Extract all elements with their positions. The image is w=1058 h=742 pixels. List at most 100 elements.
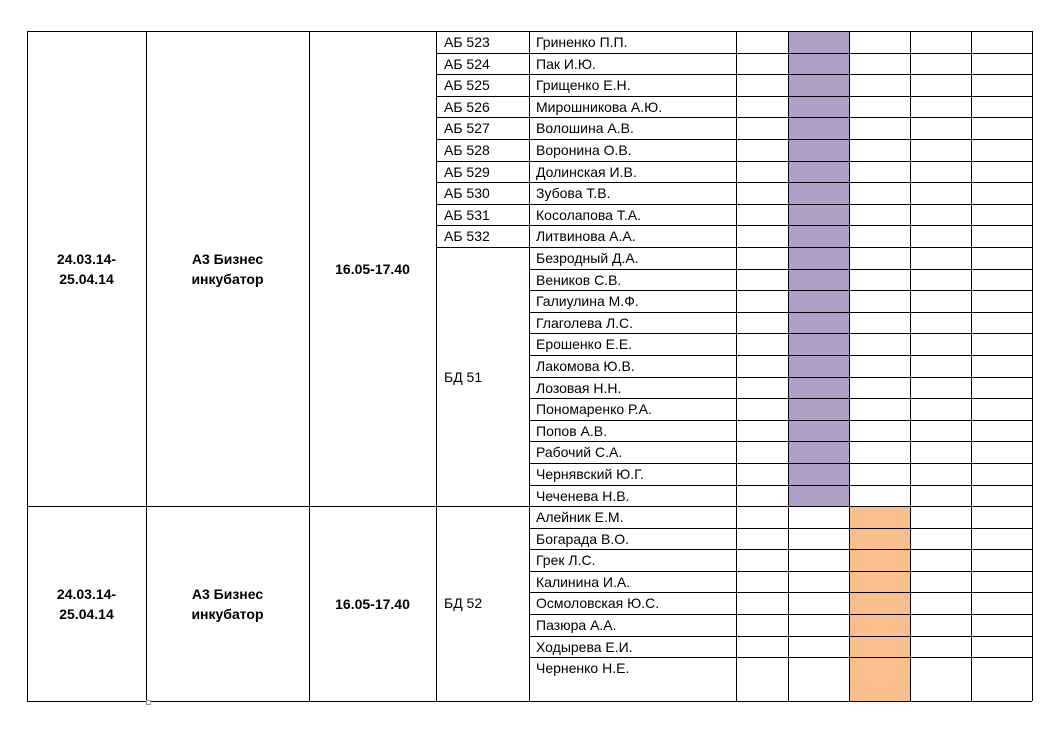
date-range-cell-line: 25.04.14 bbox=[59, 605, 114, 622]
row-divider bbox=[529, 52, 1032, 54]
column-divider bbox=[309, 506, 310, 701]
student-name: Черненко Н.Е. bbox=[536, 660, 630, 677]
row-divider bbox=[529, 398, 1032, 400]
column-divider bbox=[529, 31, 530, 506]
group-label: БД 51 bbox=[444, 368, 483, 385]
date-range-cell: 24.03.14- 25.04.14 bbox=[27, 506, 146, 701]
student-name: Лакомова Ю.В. bbox=[536, 358, 635, 374]
group-label: АБ 525 bbox=[444, 77, 490, 94]
time-cell: 16.05-17.40 bbox=[309, 506, 436, 701]
group-label: АБ 526 bbox=[444, 98, 490, 115]
column-divider bbox=[788, 506, 789, 701]
student-name: Рабочий С.А. bbox=[536, 444, 623, 461]
row-divider bbox=[529, 160, 1032, 162]
student-name: Зубова Т.В. bbox=[536, 185, 611, 202]
student-name: Волошина А.В. bbox=[536, 120, 634, 137]
column-divider bbox=[27, 31, 28, 506]
student-name: Веников С.В. bbox=[536, 271, 622, 288]
date-range-cell-line: 24.03.14- bbox=[56, 250, 117, 267]
column-divider bbox=[736, 506, 737, 701]
time-cell-line: 16.05-17.40 bbox=[335, 595, 410, 612]
date-range-cell-line: 25.04.14 bbox=[59, 270, 114, 287]
column-divider bbox=[436, 506, 437, 701]
row-divider bbox=[529, 484, 1032, 486]
student-name: Калинина И.А. bbox=[536, 573, 631, 590]
column-divider bbox=[309, 31, 310, 506]
student-name: Воронина О.В. bbox=[536, 142, 632, 158]
student-name: Галиулина М.Ф. bbox=[536, 293, 639, 310]
row-divider bbox=[529, 95, 1032, 97]
row-divider bbox=[529, 333, 1032, 335]
location-cell: А3 Бизнес инкубатор bbox=[146, 31, 309, 506]
table-resize-handle[interactable] bbox=[146, 700, 151, 705]
student-name: Грищенко Е.Н. bbox=[536, 77, 631, 94]
date-range-cell: 24.03.14- 25.04.14 bbox=[27, 31, 146, 506]
student-name: Чеченева Н.В. bbox=[536, 487, 630, 504]
group-label: АБ 530 bbox=[444, 185, 490, 202]
row-divider bbox=[529, 635, 1032, 637]
location-cell-line: А3 Бизнес bbox=[191, 250, 264, 267]
column-divider bbox=[736, 31, 737, 506]
row-divider bbox=[529, 570, 1032, 572]
column-divider bbox=[849, 506, 850, 701]
group-divider bbox=[436, 74, 529, 76]
time-cell-line: 16.05-17.40 bbox=[335, 260, 410, 277]
highlight-column bbox=[788, 31, 849, 506]
group-label: АБ 531 bbox=[444, 206, 490, 223]
schedule-table: 24.03.14- 25.04.14 А3 Бизнес инкубатор 16.05… bbox=[27, 31, 1033, 702]
date-range-cell-line: 24.03.14- bbox=[56, 585, 117, 602]
student-name: Ходырева Е.И. bbox=[536, 638, 633, 655]
row-divider bbox=[529, 182, 1032, 184]
group-label: АБ 529 bbox=[444, 163, 490, 180]
student-name: Пазюра А.А. bbox=[536, 617, 617, 633]
student-name: Пак И.Ю. bbox=[536, 55, 596, 72]
column-divider bbox=[910, 506, 911, 701]
time-cell: 16.05-17.40 bbox=[309, 31, 436, 506]
row-divider bbox=[529, 268, 1032, 270]
row-divider bbox=[529, 247, 1032, 248]
column-divider bbox=[436, 31, 437, 506]
column-divider bbox=[1032, 506, 1033, 701]
row-divider bbox=[529, 592, 1032, 594]
student-name: Алейник Е.М. bbox=[536, 509, 624, 525]
student-name: Литвинова А.А. bbox=[536, 228, 636, 245]
student-name: Ерошенко Е.Е. bbox=[536, 336, 633, 353]
row-divider bbox=[529, 527, 1032, 529]
highlight-column bbox=[849, 506, 910, 701]
student-name: Лозовая Н.Н. bbox=[536, 379, 622, 396]
student-name: Пономаренко Р.А. bbox=[536, 401, 652, 418]
location-cell-line: инкубатор bbox=[191, 270, 264, 287]
group-label: АБ 524 bbox=[444, 55, 490, 72]
group-divider bbox=[436, 139, 529, 140]
group-label: АБ 527 bbox=[444, 120, 490, 137]
location-cell-line: А3 Бизнес bbox=[191, 585, 264, 602]
column-divider bbox=[971, 31, 972, 506]
student-name: Богарада В.О. bbox=[536, 530, 629, 547]
row-divider bbox=[529, 139, 1032, 140]
student-name: Осмоловская Ю.С. bbox=[536, 595, 660, 612]
row-divider bbox=[529, 441, 1032, 443]
row-divider bbox=[529, 74, 1032, 76]
column-divider bbox=[788, 31, 789, 506]
row-divider bbox=[529, 225, 1032, 227]
column-divider bbox=[27, 506, 28, 701]
column-divider bbox=[529, 506, 530, 701]
row-divider bbox=[529, 117, 1032, 119]
row-divider bbox=[529, 419, 1032, 421]
group-label: АБ 528 bbox=[444, 142, 490, 158]
row-divider bbox=[529, 311, 1032, 313]
row-divider bbox=[529, 355, 1032, 356]
group-label: АБ 523 bbox=[444, 34, 490, 50]
row-divider bbox=[529, 614, 1032, 615]
student-name: Безродный Д.А. bbox=[536, 250, 639, 266]
group-divider bbox=[436, 247, 529, 248]
column-divider bbox=[146, 31, 147, 506]
block-border bbox=[27, 701, 1032, 702]
student-name: Попов А.В. bbox=[536, 422, 607, 439]
column-divider bbox=[910, 31, 911, 506]
student-name: Глаголева Л.С. bbox=[536, 314, 634, 331]
row-divider bbox=[529, 290, 1032, 292]
column-divider bbox=[1032, 31, 1033, 506]
student-name: Косолапова Т.А. bbox=[536, 206, 641, 223]
group-divider bbox=[436, 52, 529, 54]
